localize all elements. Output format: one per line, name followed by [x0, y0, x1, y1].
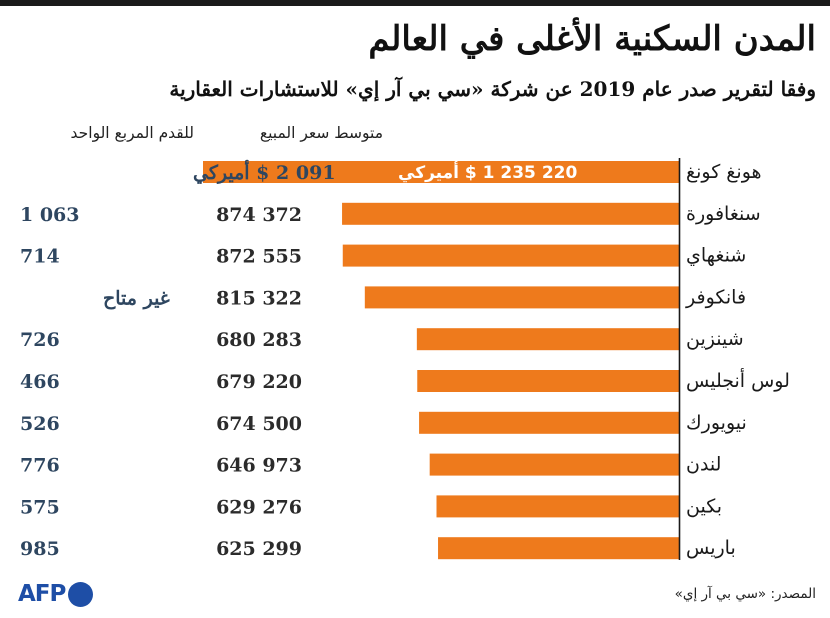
- bar: [417, 370, 679, 392]
- category-label: لوس أنجليس: [686, 368, 790, 392]
- category-label: سنغافورة: [686, 203, 761, 225]
- per-sqft-label: 985: [20, 538, 60, 560]
- value-label: 674 500: [216, 413, 302, 435]
- bar: [416, 328, 679, 351]
- afp-logo: AFP: [18, 580, 94, 608]
- value-label: 679 220: [216, 371, 302, 393]
- category-label: بكين: [686, 495, 722, 517]
- chart-title: المدن السكنية الأغلى في العالم: [368, 19, 816, 59]
- bar: [364, 286, 679, 309]
- per-sqft-label: 526: [20, 413, 60, 435]
- value-label: 625 299: [216, 538, 302, 560]
- bar: [203, 161, 679, 183]
- per-sqft-label: 714: [20, 246, 60, 268]
- per-sqft-label: 776: [20, 455, 60, 477]
- value-label: 220 235 1 $ أميركي: [398, 161, 577, 183]
- value-label: 874 372: [216, 204, 302, 226]
- category-label: هونغ كونغ: [686, 161, 762, 183]
- per-sqft-label: 726: [20, 329, 60, 351]
- category-label: شينزين: [686, 328, 744, 350]
- bar: [342, 244, 679, 267]
- source-note: المصدر: «سي بي آر إي»: [674, 586, 816, 602]
- category-label: لندن: [686, 454, 721, 476]
- bar: [438, 537, 679, 560]
- avg-price-header: متوسط سعر المبيع: [259, 124, 383, 142]
- bar: [419, 411, 679, 434]
- value-label: 872 555: [216, 246, 302, 268]
- bar: [342, 202, 679, 225]
- bar: [436, 495, 679, 518]
- per-sqft-label: 091 2 $ أميركي: [193, 159, 336, 185]
- chart-subtitle: وفقا لتقرير صدر عام 2019 عن شركة «سي بي …: [169, 77, 816, 101]
- per-sqft-label: 1 063: [20, 204, 80, 226]
- value-label: 646 973: [216, 455, 302, 477]
- per-sqft-header: للقدم المربع الواحد: [70, 124, 194, 142]
- category-label: باريس: [686, 537, 736, 559]
- per-sqft-label: غير متاح: [103, 287, 170, 309]
- per-sqft-label: 575: [20, 496, 60, 518]
- category-label: نيويورك: [686, 412, 747, 434]
- per-sqft-label: 466: [20, 371, 60, 393]
- value-label: 629 276: [216, 496, 302, 518]
- category-label: فانكوفر: [685, 286, 746, 308]
- afp-logo-dot-icon: [68, 581, 94, 607]
- afp-logo-text: AFP: [18, 581, 66, 607]
- top-bar: [0, 0, 830, 6]
- bar: [429, 453, 679, 476]
- value-label: 815 322: [216, 287, 302, 309]
- value-label: 680 283: [216, 329, 302, 351]
- category-label: شنغهاي: [686, 245, 746, 267]
